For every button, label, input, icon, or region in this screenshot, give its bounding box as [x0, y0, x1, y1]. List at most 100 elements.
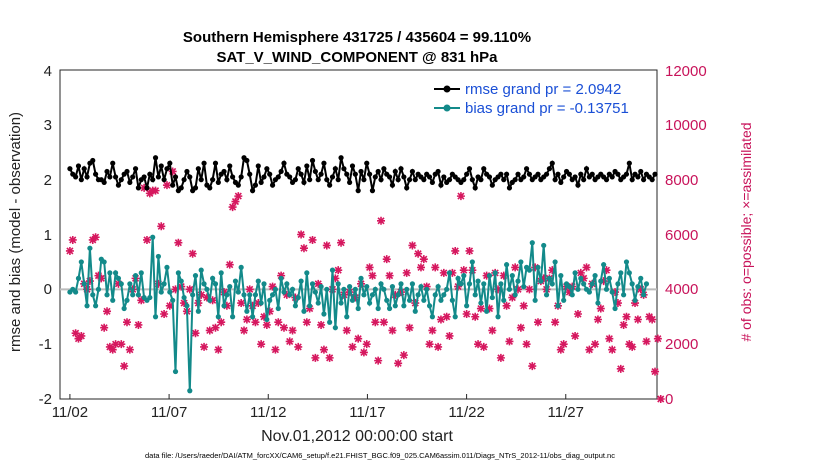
bias-point: [127, 281, 133, 287]
obs-point: [476, 304, 485, 313]
obs-point: [448, 268, 457, 277]
plot-area: [59, 69, 658, 400]
obs-point: [271, 345, 280, 354]
rmse-point: [327, 182, 333, 188]
bias-point: [355, 305, 361, 312]
rmse-point: [110, 160, 116, 166]
bias-point: [569, 292, 575, 298]
obs-point: [171, 285, 180, 294]
rmse-point: [267, 171, 273, 177]
rmse-point: [318, 171, 324, 177]
rmse-point: [401, 174, 407, 180]
obs-point: [582, 263, 591, 272]
bias-point: [521, 283, 527, 290]
bias-point: [386, 305, 393, 312]
bias-point: [170, 297, 176, 303]
bias-point: [581, 281, 587, 287]
obs-point: [605, 334, 614, 343]
rmse-point: [372, 174, 378, 180]
rmse-point: [104, 168, 110, 175]
obs-point: [428, 326, 437, 335]
bias-point: [118, 281, 124, 287]
bias-point: [264, 316, 270, 323]
bias-point: [481, 281, 487, 287]
obs-point: [251, 318, 260, 327]
bias-point: [73, 289, 79, 295]
bias-point: [558, 273, 564, 279]
obs-point: [191, 329, 200, 338]
rmse-point: [603, 177, 610, 183]
rmse-point: [181, 177, 187, 183]
bias-point: [458, 281, 464, 287]
obs-point: [117, 340, 126, 349]
obs-point: [471, 312, 480, 321]
bias-point: [429, 314, 435, 320]
rmse-point: [144, 185, 150, 191]
obs-point: [359, 348, 368, 357]
rmse-point: [512, 177, 518, 183]
rmse-point: [378, 177, 384, 183]
rmse-point: [207, 185, 213, 191]
bias-point: [187, 388, 193, 394]
obs-point: [157, 222, 166, 231]
obs-point: [165, 301, 174, 310]
bias-point: [589, 281, 595, 287]
bias-series: [67, 234, 650, 394]
rmse-point: [435, 168, 441, 175]
obs-point: [445, 331, 454, 340]
y-tick-label: 2: [44, 172, 52, 189]
rmse-point: [84, 174, 90, 180]
obs-point: [314, 279, 323, 288]
rmse-point: [75, 163, 82, 169]
rmse-point: [118, 177, 124, 183]
bias-point: [552, 259, 558, 265]
bias-point: [501, 297, 507, 303]
rmse-point: [278, 168, 284, 175]
rmse-point: [152, 155, 159, 161]
bias-point: [167, 289, 173, 295]
bias-point: [446, 270, 453, 276]
legend-marker-rmse: [443, 85, 451, 93]
obs-point: [354, 334, 363, 343]
obs-point: [322, 241, 331, 250]
bias-point: [155, 253, 161, 260]
obs-point: [593, 315, 602, 324]
rmse-point: [361, 177, 367, 183]
rmse-point: [124, 168, 130, 175]
obs-point: [282, 290, 291, 299]
rmse-point: [344, 171, 350, 177]
obs-point: [379, 318, 388, 327]
bias-point: [586, 289, 592, 295]
rmse-point: [609, 174, 615, 180]
rmse-point: [398, 166, 404, 172]
obs-point: [611, 288, 620, 297]
bias-point: [578, 275, 584, 281]
obs-point: [134, 320, 143, 329]
rmse-point: [349, 163, 356, 169]
bias-point: [318, 283, 324, 290]
obs-point: [616, 364, 625, 373]
obs-point: [240, 326, 249, 335]
bias-point: [629, 281, 635, 287]
obs-point: [522, 340, 531, 349]
bias-point: [221, 303, 227, 309]
bias-point: [352, 286, 358, 292]
bias-point: [384, 297, 390, 303]
bias-point: [466, 281, 473, 287]
obs-point: [596, 304, 605, 313]
bias-point: [344, 314, 350, 320]
obs-point: [351, 293, 360, 302]
bias-point: [566, 283, 572, 290]
bias-point: [267, 297, 273, 303]
rmse-point: [409, 168, 416, 175]
bias-point: [498, 281, 504, 287]
obs-point: [531, 263, 540, 272]
rmse-point: [112, 174, 119, 180]
obs-point: [568, 282, 577, 291]
rmse-point: [312, 168, 318, 175]
obs-point: [108, 345, 117, 354]
x-tick-label: 11/12: [250, 404, 286, 421]
y-tick-label: 1: [44, 227, 52, 244]
bias-point: [341, 286, 347, 292]
obs-point: [494, 285, 503, 294]
